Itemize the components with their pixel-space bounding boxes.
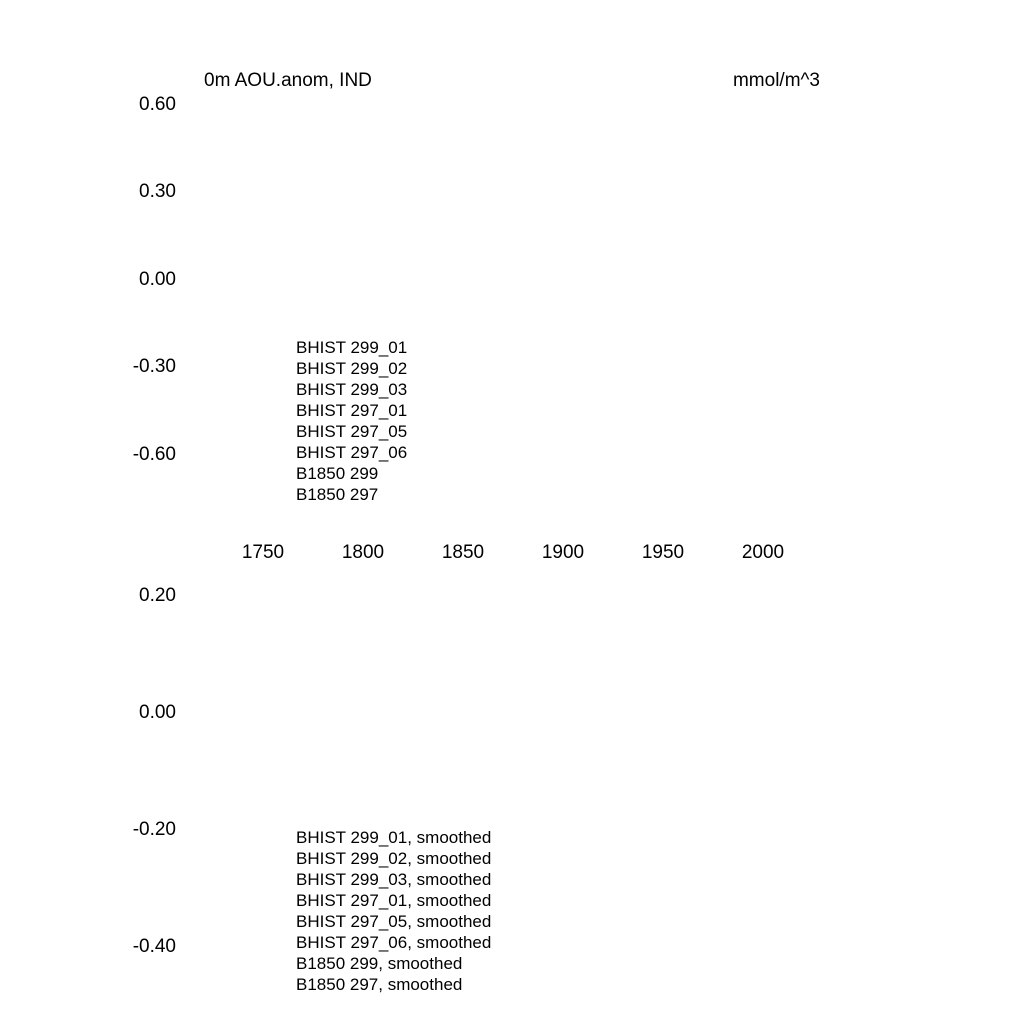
top-legend-label: BHIST 299_02 — [296, 359, 407, 378]
top-xtick-label: 1800 — [342, 542, 384, 563]
top-xtick-label: 1950 — [642, 542, 684, 563]
top-xtick-label: 2000 — [742, 542, 784, 563]
bottom-legend-label: BHIST 299_02, smoothed — [296, 849, 491, 868]
top-ytick-label: 0.00 — [139, 269, 176, 290]
top-xtick-label: 1850 — [442, 542, 484, 563]
top-panel-title: 0m AOU.anom, IND — [204, 70, 372, 91]
top-legend-label: BHIST 297_05 — [296, 422, 407, 441]
bottom-legend-label: BHIST 297_06, smoothed — [296, 933, 491, 952]
bottom-ytick-label: 0.00 — [139, 702, 176, 723]
bottom-legend-label: B1850 297, smoothed — [296, 975, 462, 994]
bottom-legend-label: BHIST 299_01, smoothed — [296, 828, 491, 847]
top-legend-label: BHIST 299_03 — [296, 380, 407, 399]
top-legend-label: B1850 297 — [296, 485, 378, 504]
bottom-ytick-label: 0.20 — [139, 585, 176, 606]
bottom-ytick-label: -0.20 — [133, 819, 176, 840]
top-ytick-label: 0.30 — [139, 181, 176, 202]
top-legend-label: BHIST 297_06 — [296, 443, 407, 462]
bottom-legend-label: B1850 299, smoothed — [296, 954, 462, 973]
top-ytick-label: 0.60 — [139, 94, 176, 115]
top-xtick-label: 1900 — [542, 542, 584, 563]
top-legend-label: BHIST 299_01 — [296, 338, 407, 357]
top-ytick-label: -0.30 — [133, 356, 176, 377]
top-panel-units: mmol/m^3 — [733, 70, 820, 91]
bottom-ytick-label: -0.40 — [133, 936, 176, 957]
top-legend-label: BHIST 297_01 — [296, 401, 407, 420]
bottom-legend-label: BHIST 297_05, smoothed — [296, 912, 491, 931]
bottom-legend-label: BHIST 299_03, smoothed — [296, 870, 491, 889]
top-legend-label: B1850 299 — [296, 464, 378, 483]
top-ytick-label: -0.60 — [133, 444, 176, 465]
top-xtick-label: 1750 — [242, 542, 284, 563]
bottom-legend-label: BHIST 297_01, smoothed — [296, 891, 491, 910]
